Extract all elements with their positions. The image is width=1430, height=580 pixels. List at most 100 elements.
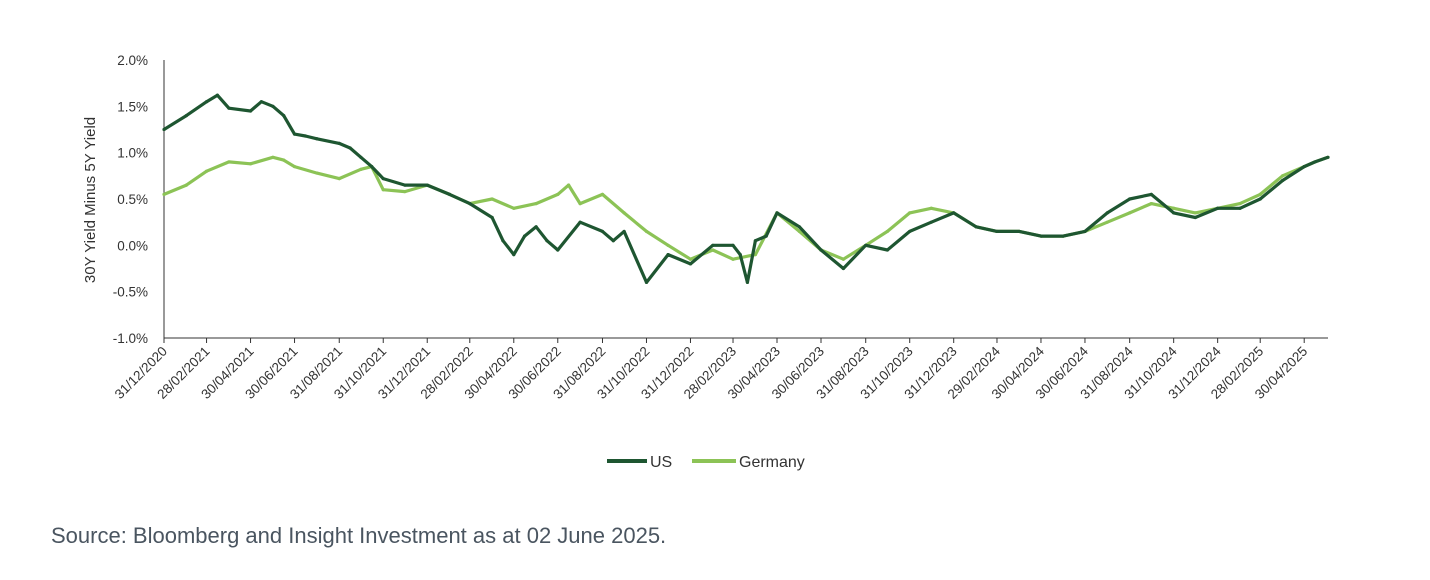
- data-point-germany: [578, 202, 582, 206]
- legend-label-germany: Germany: [739, 454, 805, 471]
- data-point-germany: [359, 167, 363, 171]
- data-point-us: [864, 243, 868, 247]
- data-point-us: [468, 202, 472, 206]
- data-point-us: [204, 100, 209, 104]
- legend: US Germany: [607, 454, 805, 471]
- data-point-us: [1193, 215, 1197, 220]
- data-point-us: [303, 134, 307, 138]
- data-point-us: [1017, 229, 1021, 234]
- data-point-us: [348, 146, 352, 150]
- data-point-us: [403, 183, 407, 187]
- data-point-us: [1238, 206, 1242, 210]
- data-point-us: [490, 215, 494, 220]
- data-point-germany: [490, 197, 494, 201]
- data-point-us: [929, 220, 933, 224]
- data-point-us: [1128, 197, 1132, 201]
- data-point-us: [644, 280, 649, 284]
- data-point-us: [1039, 234, 1043, 238]
- data-point-us: [738, 253, 742, 257]
- source-note: Source: Bloomberg and Insight Investment…: [51, 523, 667, 548]
- data-point-germany: [337, 177, 341, 181]
- data-point-us: [1083, 229, 1087, 234]
- data-point-germany: [797, 229, 801, 234]
- data-point-germany: [248, 162, 253, 166]
- yield-spread-chart: 2.0% 1.5% 1.0% 0.5% 0.0% -0.5% -1.0% 31/12/202…: [82, 53, 1330, 471]
- data-point-us: [841, 266, 845, 271]
- data-point-us: [797, 225, 801, 229]
- data-point-germany: [908, 211, 912, 215]
- y-tick-label: -0.5%: [113, 285, 148, 300]
- data-point-germany: [315, 171, 319, 175]
- data-point-us: [1216, 206, 1220, 210]
- data-point-us: [259, 100, 263, 104]
- data-point-germany: [403, 189, 407, 194]
- data-point-us: [578, 220, 582, 224]
- data-point-germany: [534, 202, 538, 206]
- data-point-germany: [566, 183, 571, 187]
- data-point-us: [337, 141, 341, 145]
- data-point-germany: [184, 183, 188, 187]
- data-point-us: [248, 109, 253, 113]
- data-point-us: [292, 132, 297, 136]
- data-point-germany: [666, 243, 670, 247]
- data-point-germany: [1128, 211, 1132, 215]
- data-point-us: [764, 234, 768, 238]
- series-line-us: [163, 93, 1329, 284]
- legend-label-us: US: [650, 454, 672, 471]
- data-point-us: [1149, 192, 1153, 196]
- data-point-us: [1326, 155, 1330, 159]
- data-point-us: [370, 164, 374, 169]
- y-tick-label: 1.0%: [117, 146, 148, 161]
- data-point-germany: [1258, 192, 1262, 196]
- y-tick-label: 2.0%: [117, 53, 148, 68]
- data-point-us: [282, 114, 286, 118]
- data-point-germany: [600, 192, 605, 196]
- data-point-us: [819, 248, 823, 252]
- data-point-us: [522, 234, 527, 238]
- data-point-us: [1258, 197, 1262, 201]
- data-point-germany: [1193, 211, 1197, 215]
- data-point-us: [545, 239, 549, 243]
- data-point-germany: [271, 155, 275, 159]
- data-point-us: [512, 253, 516, 257]
- data-point-germany: [753, 253, 757, 257]
- data-point-germany: [622, 211, 626, 215]
- data-point-us: [215, 93, 219, 97]
- data-point-germany: [929, 206, 933, 210]
- data-point-us: [688, 262, 693, 266]
- y-tick-label: 0.0%: [117, 238, 148, 253]
- data-point-us: [885, 248, 889, 252]
- data-point-germany: [512, 206, 516, 210]
- data-point-us: [315, 137, 319, 141]
- data-point-us: [611, 239, 615, 243]
- data-point-us: [952, 211, 956, 215]
- data-point-us: [184, 114, 188, 118]
- y-axis-label: 30Y Yield Minus 5Y Yield: [82, 117, 99, 283]
- data-point-us: [753, 239, 757, 243]
- data-point-us: [534, 225, 538, 229]
- data-point-germany: [1105, 220, 1109, 224]
- series-layer: [162, 93, 1330, 284]
- data-point-us: [622, 229, 626, 234]
- data-point-us: [1172, 211, 1176, 215]
- data-point-us: [600, 229, 605, 234]
- data-point-us: [908, 229, 912, 234]
- data-point-germany: [1238, 202, 1242, 206]
- data-point-germany: [227, 160, 231, 164]
- data-point-us: [501, 239, 505, 243]
- data-point-us: [666, 253, 670, 257]
- data-point-us: [775, 211, 779, 215]
- data-point-us: [974, 225, 978, 229]
- data-point-us: [162, 127, 166, 132]
- data-point-us: [1061, 234, 1065, 238]
- data-point-us: [556, 248, 560, 252]
- y-tick-label: 0.5%: [117, 192, 148, 207]
- data-point-us: [381, 177, 385, 181]
- data-point-us: [1280, 178, 1285, 183]
- x-axis-ticks: 31/12/202028/02/202130/04/202130/06/2021…: [112, 338, 1310, 402]
- data-point-us: [1313, 160, 1317, 164]
- data-point-us: [447, 192, 452, 196]
- data-point-us: [731, 243, 735, 247]
- data-point-us: [425, 183, 429, 187]
- data-point-germany: [556, 192, 560, 196]
